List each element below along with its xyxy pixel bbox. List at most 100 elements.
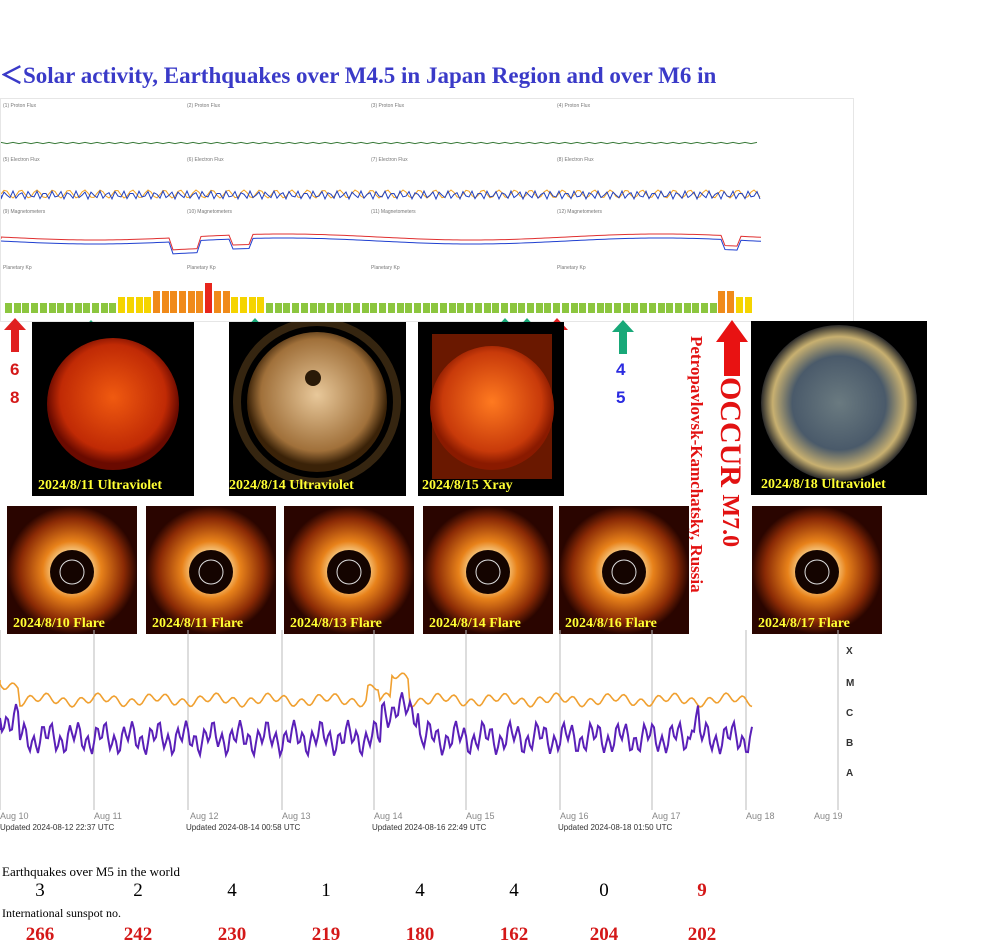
kp-bar: [622, 303, 630, 313]
kp-bar: [152, 291, 160, 313]
kp-bar: [300, 303, 308, 313]
kp-bar: [100, 303, 108, 313]
earthquake-count: 2: [133, 880, 143, 901]
kp-bar: [126, 297, 134, 313]
kp-bar: [31, 303, 39, 313]
flare-class-label: B: [846, 738, 854, 749]
magnitude-digit: 4: [616, 360, 626, 379]
x-tick-label: Aug 17: [652, 811, 681, 821]
kp-index-bars: [5, 279, 755, 313]
kp-bar: [13, 303, 21, 313]
kp-bar: [187, 291, 195, 313]
kp-bar: [370, 303, 378, 313]
kp-bar: [344, 303, 352, 313]
kp-bar: [196, 291, 204, 313]
kp-bar: [648, 303, 656, 313]
kp-bar: [109, 303, 117, 313]
kp-bar: [509, 303, 517, 313]
kp-bar: [596, 303, 604, 313]
kp-bar: [5, 303, 12, 313]
kp-bar: [553, 303, 561, 313]
kp-bar: [631, 303, 639, 313]
earthquake-count: 4: [509, 880, 519, 901]
kp-bar: [379, 303, 387, 313]
sunspot-number: 180: [405, 924, 435, 945]
x-tick-label: Aug 19: [814, 811, 843, 821]
kp-bar: [701, 303, 708, 313]
page-title: ＜Solar activity, Earthquakes over M4.5 i…: [0, 63, 717, 88]
panel-label: (2) Proton Flux: [187, 103, 221, 109]
sun-caption: 2024/8/15 Xray: [422, 478, 513, 493]
space-weather-lines: [1, 141, 762, 255]
kp-bar: [179, 291, 186, 313]
flare-class-label: X: [846, 646, 853, 657]
kp-bar: [422, 303, 430, 313]
earthquake-count: 1: [321, 880, 331, 901]
space-weather-panels: (1) Proton Flux (2) Proton Flux (3) Proton…: [0, 98, 854, 322]
coronagraph-image: 2024/8/11 Flare: [146, 506, 276, 634]
kp-bar: [544, 303, 552, 313]
flare-caption: 2024/8/17 Flare: [758, 616, 850, 631]
kp-bar: [570, 303, 578, 313]
kp-bar: [457, 303, 465, 313]
kp-bar: [39, 303, 47, 313]
kp-bar: [361, 303, 369, 313]
kp-bar: [744, 297, 752, 313]
panel-label: (3) Proton Flux: [371, 103, 405, 109]
kp-bar: [74, 303, 82, 313]
kp-bar: [474, 303, 482, 313]
kp-bar: [535, 303, 543, 313]
kp-bar: [605, 303, 613, 313]
kp-bar: [144, 297, 152, 313]
magnetometer-line: [1, 237, 762, 255]
panel-label: Planetary Kp: [187, 265, 216, 271]
kp-bar: [92, 303, 99, 313]
kp-bar: [561, 303, 569, 313]
panel-label: (9) Magnetometers: [3, 209, 46, 215]
kp-bar: [718, 291, 726, 313]
x-tick-label: Aug 14: [374, 811, 403, 821]
kp-bar: [22, 303, 30, 313]
kp-bar: [709, 303, 717, 313]
sunspot-number: 242: [123, 924, 153, 945]
kp-bar: [170, 291, 178, 313]
kp-bar: [48, 303, 56, 313]
kp-bar: [205, 283, 213, 313]
arrow-marker: [4, 318, 26, 352]
coronagraph-image: 2024/8/17 Flare: [752, 506, 882, 634]
proton-flux-line: [1, 141, 758, 145]
kp-bar: [727, 291, 735, 313]
sun-image-xray-0815: 2024/8/15 Xray: [418, 322, 564, 496]
coronagraph-image: 2024/8/13 Flare: [284, 506, 414, 634]
kp-bar: [283, 303, 291, 313]
kp-bar: [431, 303, 439, 313]
x-tick-label: Aug 16: [560, 811, 589, 821]
panel-label: (10) Magnetometers: [187, 209, 233, 215]
kp-bar: [222, 291, 230, 313]
occur-place: Petropavlovsk-Kamchatsky, Russia: [687, 336, 706, 593]
kp-bar: [527, 303, 534, 313]
kp-bar: [118, 297, 126, 313]
x-tick-label: Aug 13: [282, 811, 311, 821]
kp-bar: [292, 303, 300, 313]
sunspot-number: 162: [499, 924, 529, 945]
kp-bar: [640, 303, 648, 313]
kp-bar: [579, 303, 587, 313]
kp-bar: [387, 303, 395, 313]
earthquake-count: 4: [415, 880, 425, 901]
panel-label: Planetary Kp: [3, 265, 32, 271]
kp-bar: [326, 303, 334, 313]
sun-caption: 2024/8/18 Ultraviolet: [761, 477, 886, 492]
kp-bar: [65, 303, 73, 313]
sunspot-label: International sunspot no.: [2, 906, 121, 920]
kp-bar: [440, 303, 447, 313]
kp-bar: [657, 303, 665, 313]
sun-image-uv-0814: 2024/8/14 Ultraviolet: [229, 318, 406, 496]
kp-bar: [396, 303, 404, 313]
panel-label: (1) Proton Flux: [3, 103, 37, 109]
x-tick-label: Aug 11: [94, 811, 122, 821]
coronagraph-image: 2024/8/16 Flare: [559, 506, 689, 634]
panel-label: (4) Proton Flux: [557, 103, 591, 109]
magnitude-digit: 6: [10, 360, 20, 379]
occur-label: OCCUR M7.0: [714, 377, 747, 548]
